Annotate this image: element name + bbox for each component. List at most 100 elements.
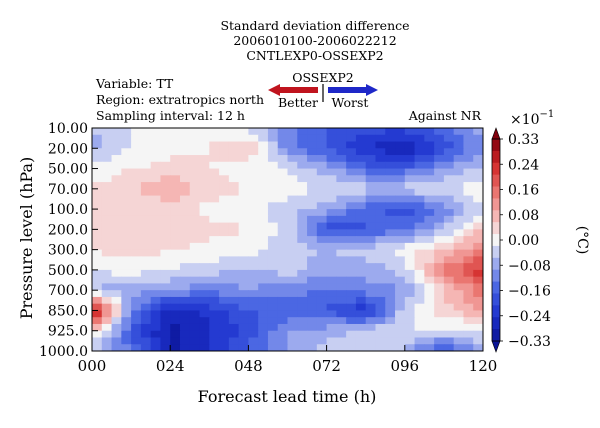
contour-cell (258, 168, 269, 176)
contour-cell (258, 141, 269, 149)
contour-cell (248, 236, 259, 244)
contour-cell (336, 215, 347, 224)
contour-cell (443, 222, 455, 230)
contour-cell (355, 236, 367, 244)
contour-cell (238, 276, 250, 285)
contour-cell (258, 303, 269, 312)
contour-cell (365, 148, 377, 156)
contour-cell (404, 188, 416, 197)
contour-cell (307, 215, 318, 224)
contour-cell (150, 256, 162, 264)
contour-cell (150, 317, 162, 325)
contour-cell (131, 236, 142, 244)
contour-cell (287, 222, 298, 230)
contour-cell (238, 296, 250, 305)
contour-cell (170, 296, 181, 305)
contour-cell (267, 330, 279, 339)
contour-cell (131, 330, 142, 339)
contour-cell (267, 290, 279, 298)
contour-cell (121, 168, 132, 176)
contour-cell (92, 236, 103, 244)
contour-cell (92, 263, 103, 271)
contour-cell (395, 141, 406, 149)
contour-cell (375, 276, 386, 285)
contour-cell (365, 161, 377, 170)
contour-cell (199, 330, 210, 339)
contour-cell (355, 344, 367, 351)
contour-cell (414, 310, 425, 318)
contour-cell (219, 337, 230, 345)
contour-cell (111, 134, 122, 143)
contour-cell (170, 134, 181, 143)
contour-cell (463, 215, 474, 224)
contour-cell (219, 141, 230, 149)
contour-cell (375, 263, 386, 271)
contour-cell (258, 222, 269, 230)
contour-cell (248, 317, 259, 325)
contour-cell (346, 310, 357, 318)
contour-cell (385, 269, 396, 278)
contour-cell (434, 269, 445, 278)
contour-cell (219, 269, 230, 278)
contour-cell (463, 323, 474, 332)
contour-cell (414, 303, 425, 312)
contour-cell (463, 188, 474, 197)
contour-cell (277, 256, 289, 264)
contour-cell (140, 168, 152, 176)
contour-cell (267, 148, 279, 156)
contour-cell (404, 283, 416, 291)
contour-cell (346, 263, 357, 271)
contour-cell (287, 337, 298, 345)
contour-cell (209, 161, 220, 170)
colorbar-segment (492, 198, 500, 211)
contour-cell (121, 344, 132, 351)
contour-cell (150, 195, 162, 203)
contour-cell (267, 215, 279, 224)
contour-cell (179, 283, 191, 291)
contour-cell (277, 330, 289, 339)
contour-cell (92, 276, 103, 285)
contour-cell (365, 263, 377, 271)
contour-cell (160, 296, 171, 305)
contour-cell (170, 317, 181, 325)
contour-cell (453, 249, 465, 257)
contour-cell (277, 323, 289, 332)
contour-cell (101, 330, 113, 339)
contour-cell (375, 310, 386, 318)
contour-cell (189, 202, 201, 210)
contour-cell (355, 303, 367, 312)
contour-cell (160, 182, 171, 190)
contour-cell (150, 323, 162, 332)
contour-cell (414, 155, 425, 163)
contour-cell (189, 148, 201, 156)
contour-cell (443, 128, 455, 136)
contour-cell (111, 202, 122, 210)
contour-cell (189, 134, 201, 143)
contour-cell (111, 303, 122, 312)
contour-cell (101, 249, 113, 257)
colorbar-segment (492, 329, 500, 342)
contour-cell (140, 323, 152, 332)
contour-cell (395, 249, 406, 257)
contour-cell (267, 202, 279, 210)
contour-cell (189, 256, 201, 264)
contour-cell (199, 249, 210, 257)
contour-cell (267, 168, 279, 176)
contour-cell (375, 175, 386, 183)
contour-cell (219, 168, 230, 176)
contour-cell (404, 155, 416, 163)
contour-cell (170, 182, 181, 190)
contour-cell (326, 323, 337, 332)
contour-cell (424, 195, 435, 203)
contour-cell (179, 337, 191, 345)
contour-cell (355, 276, 367, 285)
contour-cell (297, 269, 308, 278)
contour-cell (189, 263, 201, 271)
contour-cell (395, 303, 406, 312)
contour-cell (316, 141, 328, 149)
contour-cell (336, 229, 347, 237)
colorbar-top-extension (491, 127, 501, 140)
contour-cell (473, 209, 483, 217)
contour-cell (189, 141, 201, 149)
